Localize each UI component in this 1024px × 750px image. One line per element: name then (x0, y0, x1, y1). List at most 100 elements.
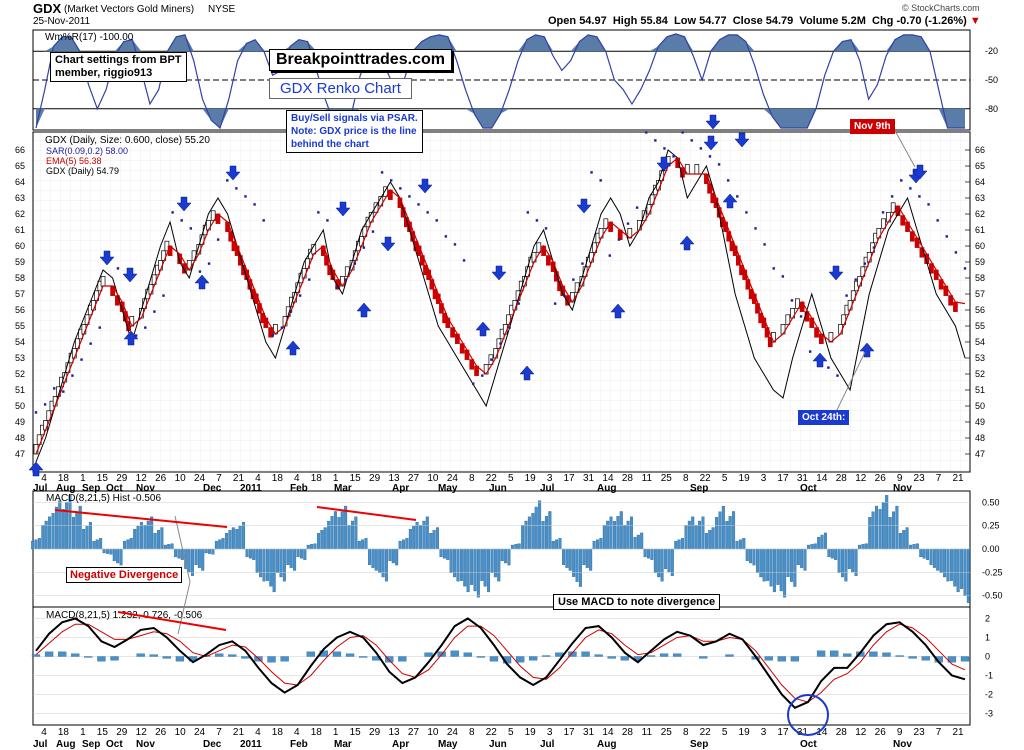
price-xaxis-day-label: 4 (294, 473, 300, 484)
renko-brick (100, 276, 106, 287)
price-tick-label-left: 59 (15, 257, 25, 267)
macd-hist-bar (201, 548, 205, 571)
sar-dot (799, 315, 803, 318)
renko-brick (459, 343, 465, 354)
renko-brick (469, 359, 475, 370)
macd-mini-hist-bar (241, 656, 250, 659)
sar-dot (763, 243, 766, 246)
williams-r-layer (33, 33, 970, 130)
macd-xaxis-month-label: Dec (203, 739, 222, 750)
sar-dot (590, 171, 593, 174)
macd-xaxis-month-label: Nov (136, 739, 155, 750)
price-xaxis-day-label: 31 (583, 473, 595, 484)
price-xaxis-month-label: Apr (392, 483, 409, 494)
macd-hist-bar (248, 548, 252, 559)
macd-hist-bar (681, 538, 685, 550)
macd-hist-bar (548, 511, 552, 550)
macd-hist-bar (119, 548, 123, 566)
macd-hist-bar (847, 548, 851, 569)
macd-xaxis-day-label: 18 (272, 727, 284, 738)
macd-hist-bar (402, 539, 406, 550)
macd-hist-bar (813, 543, 817, 550)
macd-hist-bar (313, 543, 317, 550)
sar-dot (699, 147, 703, 150)
macd-hist-bar (830, 548, 834, 559)
macd-mini-hist-bar (489, 656, 499, 662)
price-xaxis-day-label: 1 (80, 473, 86, 484)
price-xaxis-day-label: 26 (155, 473, 167, 484)
macd-mini-hist-bar (110, 656, 119, 661)
sar-dot (827, 366, 830, 369)
sar-dot (326, 219, 329, 222)
sell-signal-arrow (417, 178, 433, 194)
nov9-label: Nov 9th (850, 119, 895, 134)
sar-dot (34, 411, 38, 414)
macd-mini-hist-bar (450, 650, 459, 657)
sar-dot (244, 195, 247, 198)
price-xaxis-day-label: 22 (700, 473, 712, 484)
nov9-pointer (892, 126, 916, 168)
price-xaxis-day-label: 29 (116, 473, 128, 484)
macd-hist-bar (762, 548, 766, 582)
macd-hist-bar (439, 548, 443, 558)
macd-hist-bar (116, 548, 120, 564)
sar-dot (890, 195, 894, 198)
macd-hist-bar (500, 548, 504, 562)
macd-hist-bar (936, 548, 940, 571)
macd-mini-hist-bar (31, 654, 41, 657)
price-xaxis-day-label: 8 (469, 473, 475, 484)
macd-hist-bar (299, 548, 303, 559)
macd-xaxis-day-label: 11 (642, 727, 653, 738)
macd-hist-bar (640, 532, 644, 550)
negative-divergence-label: Negative Divergence (66, 567, 183, 583)
macd-hist-bar (136, 525, 140, 550)
macd-hist-bar (578, 548, 582, 587)
macd-hist-bar (384, 548, 388, 582)
macd-hist-bar (153, 532, 157, 550)
macd-hist-bar (922, 548, 926, 559)
price-tick-label-left: 49 (15, 417, 25, 427)
macd-mini-hist-bar (149, 654, 158, 657)
macd-hist-bar (803, 548, 807, 571)
sar-dot (335, 286, 338, 289)
buy-signal-arrow (812, 352, 828, 368)
sell-signal-arrow (828, 265, 844, 281)
macd-hist-bar (405, 538, 409, 550)
sar-dot (371, 230, 375, 233)
renko-brick (536, 242, 542, 253)
macd-hist-bar (687, 520, 691, 550)
macd-hist-bar (242, 522, 246, 550)
buy-signal-arrow (123, 330, 139, 346)
macd-hist-bar (558, 538, 562, 550)
sell-signal-arrow (335, 201, 351, 217)
price-xaxis-day-label: 4 (41, 473, 47, 484)
macd-xaxis-day-label: 13 (388, 727, 400, 738)
macd-hist-bar (507, 548, 511, 566)
macd-hist-bar (633, 536, 637, 550)
price-tick-label-left: 56 (15, 305, 25, 315)
macd-hist-bar (534, 506, 538, 550)
macd-hist-bar (844, 548, 848, 582)
price-xaxis-day-label: 27 (408, 473, 420, 484)
price-xaxis-month-label: Feb (290, 483, 308, 494)
hist-tick-label: -0.25 (982, 567, 1003, 577)
macd-hist-bar (54, 506, 58, 550)
macd-xaxis-day-label: 12 (136, 727, 148, 738)
sar-dot (690, 139, 693, 142)
price-xaxis-day-label: 5 (508, 473, 514, 484)
renko-brick (565, 295, 570, 306)
macd-mini-hist-bar (175, 656, 185, 662)
price-tick-label: 52 (975, 369, 985, 379)
macd-mini-hist-bar (607, 656, 616, 659)
macd-hist-bar (333, 511, 337, 550)
macd-hist-bar (105, 548, 109, 554)
exchange: NYSE (208, 4, 236, 15)
macd-xaxis-month-label: Nov (893, 739, 912, 750)
sar-dot (435, 219, 438, 222)
macd-hist-bar (732, 511, 736, 550)
macd-hist-bar (44, 520, 48, 550)
hist-title: MACD(8,21,5) Hist -0.506 (46, 493, 161, 504)
macd-mini-hist-bar (529, 656, 538, 661)
macd-hist-bar (521, 525, 525, 550)
price-xaxis-day-label: 21 (952, 473, 964, 484)
